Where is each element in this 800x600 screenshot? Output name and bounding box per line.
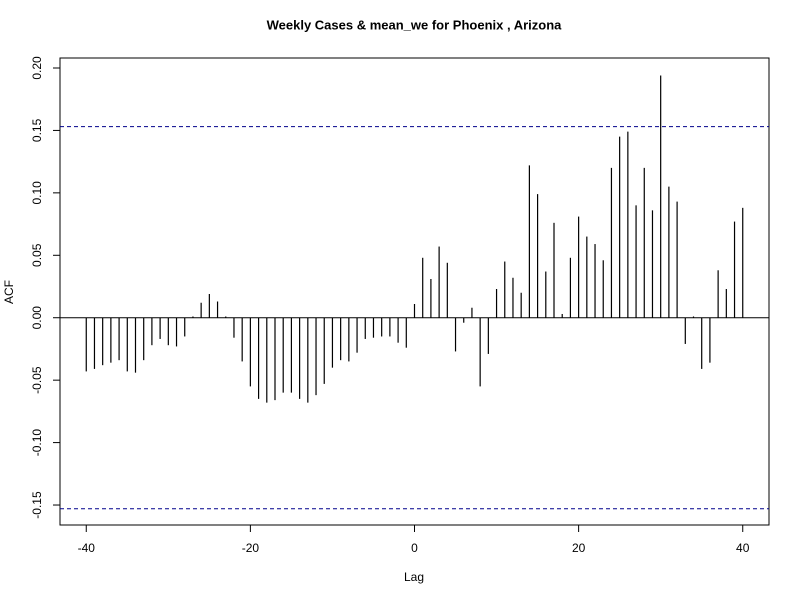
- y-tick-label: 0.20: [30, 56, 44, 80]
- x-tick-label: -20: [242, 541, 260, 555]
- x-tick-label: 40: [736, 541, 750, 555]
- x-tick-label: 0: [411, 541, 418, 555]
- chart-title: Weekly Cases & mean_we for Phoenix , Ari…: [267, 17, 563, 32]
- x-tick-label: -40: [78, 541, 96, 555]
- y-tick-label: 0.10: [30, 181, 44, 205]
- y-tick-label: 0.15: [30, 118, 44, 142]
- x-tick-label: 20: [572, 541, 586, 555]
- y-tick-label: 0.05: [30, 243, 44, 267]
- y-tick-label: 0.00: [30, 306, 44, 330]
- y-tick-label: -0.10: [30, 429, 44, 457]
- x-axis-label: Lag: [404, 570, 424, 584]
- y-tick-label: -0.15: [30, 491, 44, 519]
- y-axis-label: ACF: [2, 280, 16, 304]
- y-tick-label: -0.05: [30, 366, 44, 394]
